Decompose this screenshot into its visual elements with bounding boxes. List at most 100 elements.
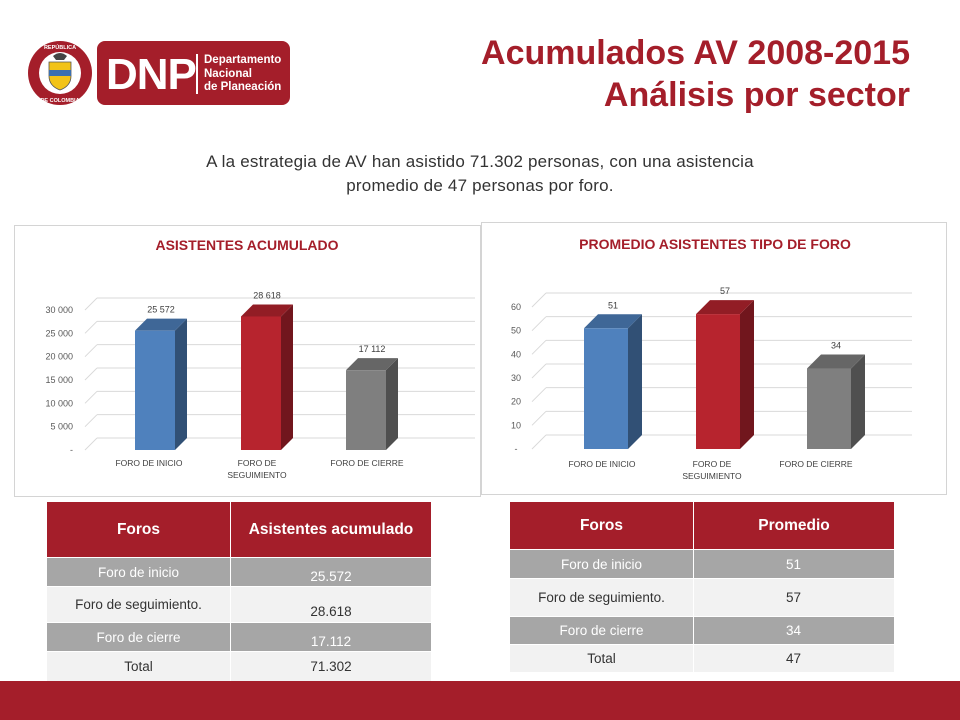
x-tick-label: FORO DE CIERRE [779, 459, 853, 469]
gridline [84, 367, 98, 381]
table-cell-foro: Foro de inicio [46, 557, 231, 587]
chart-title: PROMEDIO ASISTENTES TIPO DE FORO [579, 236, 851, 252]
footer-bar [0, 681, 960, 720]
bar [135, 330, 175, 450]
x-tick-label: FORO DE SEGUIMIENTO [682, 459, 742, 481]
gridline [84, 437, 98, 451]
table-cell-foro: Foro de seguimiento. [46, 586, 231, 623]
table-header-cell: Promedio [693, 501, 895, 550]
table-row: Foro de seguimiento. 57 [509, 578, 895, 617]
bar-top [241, 304, 293, 317]
table-row: Foro de cierre 34 [509, 616, 895, 645]
data-label: 17 112 [359, 344, 386, 354]
intro-line2: promedio de 47 personas por foro. [346, 176, 614, 195]
chart-panel-acumulado: ASISTENTES ACUMULADO - 5 000 10 000 15 000 20… [14, 225, 481, 497]
bar-top [696, 300, 754, 315]
gridline [531, 316, 547, 332]
table-cell-foro: Total [46, 651, 231, 682]
data-label: 28 618 [253, 290, 281, 300]
x-tick-label: FORO DE INICIO [115, 458, 182, 468]
x-tick-label: FORO DE INICIO [568, 459, 635, 469]
chart-asistentes-acumulado: ASISTENTES ACUMULADO - 5 000 10 000 15 000 20… [45, 237, 475, 480]
y-tick-label: 60 [511, 302, 521, 312]
data-label: 57 [720, 286, 730, 296]
bar [241, 316, 281, 450]
gridline [531, 434, 547, 450]
dnp-logo: DNP Departamento Nacional de Planeación [97, 41, 290, 105]
gridline [84, 390, 98, 404]
chart-title: ASISTENTES ACUMULADO [155, 237, 338, 253]
x-tick-label: FORO DE CIERRE [330, 458, 404, 468]
y-tick-label: 40 [511, 349, 521, 359]
table-header-cell: Foros [46, 501, 231, 558]
y-tick-label: 20 000 [45, 352, 73, 362]
y-tick-label: 30 [511, 373, 521, 383]
bar-side [386, 358, 398, 450]
table-cell-foro: Total [509, 644, 694, 673]
gridline [531, 387, 547, 403]
table-header-cell: Asistentes acumulado [230, 501, 432, 558]
chart-promedio-asistentes: PROMEDIO ASISTENTES TIPO DE FORO - 10 20 30 4… [511, 236, 912, 481]
table-row: Total 47 [509, 644, 895, 673]
table-header-cell: Foros [509, 501, 694, 550]
colombia-seal-logo: REPÚBLICA DE COLOMBIA [28, 41, 92, 105]
y-tick-label: 15 000 [45, 375, 73, 385]
dnp-logo-text: DNP [106, 50, 197, 99]
y-tick-label: 25 000 [45, 328, 73, 338]
gridline [531, 410, 547, 426]
y-tick-label: 10 [511, 420, 521, 430]
gridline [531, 339, 547, 355]
bar-top [346, 358, 398, 371]
table-cell-value: 47 [693, 644, 895, 673]
data-label: 25 572 [147, 305, 175, 315]
table-row: Foro de inicio 51 [509, 549, 895, 579]
gridline [84, 320, 98, 334]
data-label: 51 [608, 300, 618, 310]
gridline [531, 363, 547, 379]
table-promedio: Foros Promedio Foro de inicio 51 Foro de… [509, 501, 895, 673]
table-cell-foro: Foro de seguimiento. [509, 578, 694, 617]
slide-title-line1: Acumulados AV 2008-2015 [481, 34, 910, 72]
table-header-row: Foros Promedio [509, 501, 895, 550]
table-cell-foro: Foro de cierre [509, 616, 694, 645]
bar [346, 370, 386, 450]
y-tick-label: 10 000 [45, 398, 73, 408]
bar-top [584, 314, 642, 329]
gridline [84, 297, 98, 311]
gridline [84, 414, 98, 428]
table-row: Total 71.302 [46, 651, 432, 682]
table-row: Foro de cierre 17.112 [46, 622, 432, 652]
gridline [531, 292, 547, 308]
bar-side [281, 304, 293, 450]
seal-text-bottom: DE COLOMBIA [40, 98, 79, 104]
table-cell-value: 25.572 [230, 557, 432, 587]
bar [696, 314, 740, 449]
y-tick-label: - [515, 444, 518, 454]
data-label: 34 [831, 341, 841, 351]
table-cell-value: 34 [693, 616, 895, 645]
table-cell-value: 71.302 [230, 651, 432, 682]
table-cell-value: 28.618 [230, 586, 432, 623]
table-asistentes-acumulado: Foros Asistentes acumulado Foro de inici… [46, 501, 432, 682]
slide-title-line2: Análisis por sector [603, 76, 910, 114]
dnp-subtitle-line: Departamento [204, 54, 282, 66]
bar-side [851, 354, 865, 449]
intro-line1: A la estrategia de AV han asistido 71.30… [206, 152, 754, 171]
bar-top [807, 354, 865, 369]
slide-title: Acumulados AV 2008-2015 Análisis por sec… [481, 32, 910, 116]
table-cell-value: 17.112 [230, 622, 432, 652]
dnp-subtitle-line: de Planeación [204, 81, 282, 93]
chart-panel-promedio: PROMEDIO ASISTENTES TIPO DE FORO - 10 20 30 4… [481, 222, 947, 495]
y-tick-label: 5 000 [50, 422, 73, 432]
dnp-subtitle-line: Nacional [204, 67, 252, 80]
bar [807, 368, 851, 449]
y-tick-label: - [70, 445, 73, 455]
dnp-logo-subtitle: Departamento Nacional de Planeación [204, 54, 281, 95]
bar-side [628, 314, 642, 449]
table-cell-foro: Foro de inicio [509, 549, 694, 579]
intro-text: A la estrategia de AV han asistido 71.30… [100, 150, 860, 198]
bar-side [740, 300, 754, 449]
gridline [84, 344, 98, 358]
bar-side [175, 318, 187, 450]
table-row: Foro de inicio 25.572 [46, 557, 432, 587]
